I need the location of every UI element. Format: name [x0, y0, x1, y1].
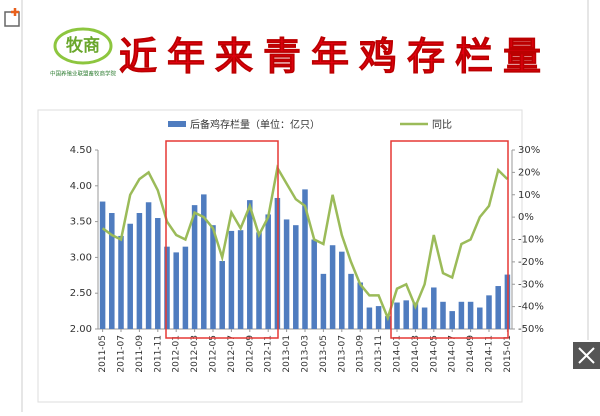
bar	[385, 316, 391, 329]
bar	[127, 223, 133, 329]
bar	[256, 232, 262, 329]
x-tick-label: 2015-01	[503, 335, 513, 373]
y2-tick-label: -30%	[518, 279, 544, 290]
bar	[421, 307, 428, 329]
x-tick-label: 2012-05	[209, 335, 219, 373]
x-tick-label: 2014-09	[466, 335, 476, 373]
y2-tick-label: 20%	[518, 167, 540, 178]
bar	[458, 301, 465, 329]
org-name: 中国养殖业联盟畜牧商学院	[50, 70, 117, 78]
y-tick-label: 3.50	[70, 217, 92, 228]
bar	[109, 213, 115, 329]
close-x	[578, 347, 595, 364]
bar	[247, 200, 253, 329]
x-tick-label: 2013-09	[356, 335, 366, 373]
x-tick-label: 2011-05	[98, 335, 108, 373]
bar	[145, 202, 152, 329]
bar	[99, 201, 106, 329]
icon-box	[4, 11, 20, 27]
bar	[431, 287, 437, 329]
bar	[283, 219, 290, 329]
x-tick-label: 2012-09	[245, 335, 255, 373]
x-tick-label: 2013-11	[374, 335, 384, 373]
bar	[182, 246, 189, 329]
x-tick-label: 2014-01	[393, 335, 403, 373]
bar	[403, 300, 409, 329]
legend-label: 后备鸡存栏量（单位：亿只）	[190, 118, 320, 131]
y-tick-label: 4.50	[70, 145, 92, 156]
bar	[467, 301, 474, 329]
bar	[302, 189, 308, 329]
x-tick-label: 2013-03	[301, 335, 311, 373]
y2-tick-label: 30%	[518, 145, 540, 156]
x-tick-label: 2014-05	[429, 335, 439, 373]
bar	[173, 252, 179, 329]
y2-tick-label: 10%	[518, 190, 540, 201]
bar	[164, 246, 170, 329]
x-tick-label: 2013-07	[337, 335, 347, 373]
x-tick-label: 2011-07	[117, 335, 127, 373]
x-tick-label: 2012-11	[264, 335, 274, 373]
y-tick-label: 2.50	[70, 288, 92, 299]
bar	[449, 311, 455, 329]
bar	[394, 302, 400, 329]
bar	[486, 295, 492, 329]
bar	[228, 230, 235, 329]
bar	[375, 306, 382, 329]
line	[101, 164, 509, 322]
bar	[155, 218, 161, 329]
bar	[265, 214, 271, 329]
y2-tick-label: -50%	[518, 324, 544, 335]
logo-text: 牧商	[66, 35, 100, 56]
x-tick-label: 2011-09	[135, 335, 145, 373]
bar	[329, 245, 336, 329]
corner-icon[interactable]	[4, 8, 20, 27]
bar	[440, 301, 446, 329]
bar	[357, 282, 363, 329]
y2-tick-label: -40%	[518, 302, 544, 313]
bar	[339, 251, 345, 329]
bar	[136, 213, 143, 329]
y2-tick-label: -20%	[518, 257, 544, 268]
legend-swatch	[168, 121, 186, 127]
y-tick-label: 4.00	[70, 181, 92, 192]
x-tick-label: 2012-03	[190, 335, 200, 373]
x-tick-label: 2013-01	[282, 335, 292, 373]
y2-tick-label: 0%	[518, 212, 534, 223]
x-tick-label: 2014-11	[485, 335, 495, 373]
logo-ring	[53, 27, 113, 65]
bar	[237, 230, 244, 329]
y2-tick-label: -10%	[518, 235, 544, 246]
x-tick-label: 2011-11	[153, 335, 163, 373]
icon-plus	[11, 8, 19, 16]
x-tick-label: 2014-03	[411, 335, 421, 373]
bar	[366, 307, 373, 329]
slide-title: 近年来青年鸡存栏量	[119, 34, 551, 79]
x-tick-label: 2013-05	[319, 335, 329, 373]
bar	[293, 225, 299, 329]
bar	[320, 273, 327, 329]
bar	[311, 239, 317, 329]
bar	[191, 205, 198, 329]
x-tick-label: 2012-07	[227, 335, 237, 373]
bar	[219, 260, 225, 329]
y-tick-label: 2.00	[70, 324, 92, 335]
x-tick-label: 2014-07	[448, 335, 458, 373]
bar	[495, 286, 501, 329]
y-tick-label: 3.00	[70, 252, 92, 263]
bar	[118, 235, 124, 329]
bar	[210, 225, 216, 329]
bar	[348, 273, 354, 329]
x-tick-label: 2012-01	[172, 335, 182, 373]
bar	[477, 307, 483, 329]
legend-label: 同比	[432, 119, 452, 131]
highlight-box	[390, 140, 509, 339]
bar	[412, 302, 419, 329]
bar	[201, 194, 207, 329]
highlight-box	[165, 140, 279, 339]
close-button[interactable]	[573, 342, 600, 369]
